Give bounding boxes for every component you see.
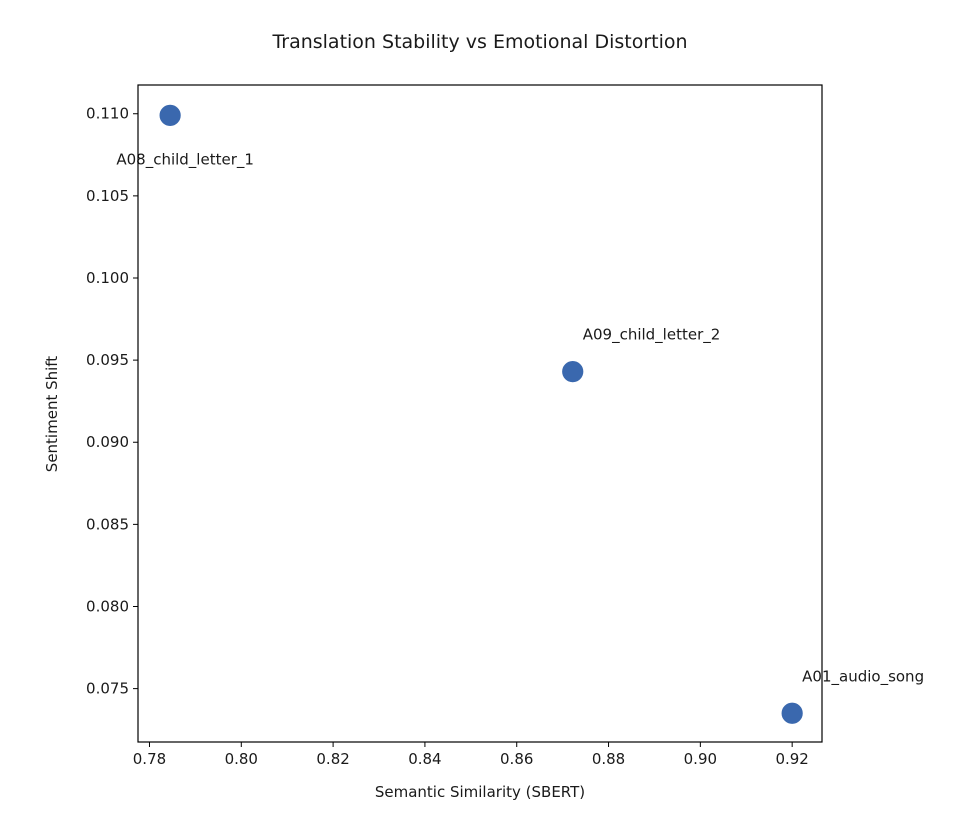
y-tick-label: 0.090: [86, 433, 129, 451]
x-tick-label: 0.82: [316, 750, 349, 768]
x-tick-label: 0.92: [775, 750, 808, 768]
y-tick-label: 0.100: [86, 269, 129, 287]
y-tick-label: 0.075: [86, 680, 129, 698]
y-axis-label: Sentiment Shift: [43, 356, 61, 473]
data-point: [561, 360, 585, 384]
y-tick-label: 0.095: [86, 351, 129, 369]
point-label: A09_child_letter_2: [583, 326, 721, 345]
x-tick-label: 0.90: [684, 750, 717, 768]
chart-title: Translation Stability vs Emotional Disto…: [271, 31, 687, 53]
x-tick-label: 0.78: [133, 750, 166, 768]
plot-area: A08_child_letter_1 A09_child_letter_2 A01_…: [116, 103, 924, 725]
point-label: A08_child_letter_1: [116, 150, 254, 169]
point-label: A01_audio_song: [802, 667, 924, 686]
x-tick-label: 0.80: [225, 750, 258, 768]
axes-frame: [137, 84, 823, 743]
data-point: [158, 103, 182, 127]
data-point: [780, 701, 804, 725]
x-tick-label: 0.86: [500, 750, 533, 768]
x-tick-label: 0.88: [592, 750, 625, 768]
y-tick-label: 0.085: [86, 515, 129, 533]
x-axis-ticks: 0.78 0.80 0.82 0.84 0.86 0.88 0.90 0.92: [133, 742, 809, 768]
y-tick-label: 0.105: [86, 187, 129, 205]
y-tick-label: 0.080: [86, 597, 129, 615]
y-tick-label: 0.110: [86, 105, 129, 123]
x-tick-label: 0.84: [408, 750, 441, 768]
y-axis-ticks: 0.075 0.080 0.085 0.090 0.095 0.100 0.105 0.110: [86, 105, 138, 698]
x-axis-label: Semantic Similarity (SBERT): [375, 783, 585, 801]
